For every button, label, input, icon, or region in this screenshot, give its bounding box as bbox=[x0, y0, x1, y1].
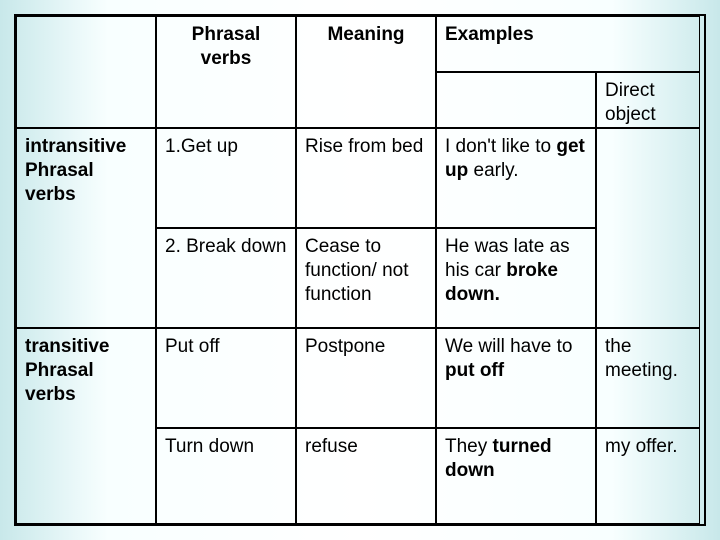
verb-putoff: Put off bbox=[156, 328, 296, 428]
slide: Phrasal verbs Meaning Examples Direct ob… bbox=[0, 0, 720, 540]
rowlabel-transitive-ext bbox=[16, 428, 156, 524]
meaning-turndown: refuse bbox=[296, 428, 436, 524]
meaning-breakdown: Cease to function/ not function bbox=[296, 228, 436, 328]
rowlabel-intransitive-ext bbox=[16, 228, 156, 328]
example-breakdown: He was late as his car broke down. bbox=[436, 228, 596, 328]
verb-turndown: Turn down bbox=[156, 428, 296, 524]
header-meaning: Meaning bbox=[296, 16, 436, 72]
header-phrasal-verbs: Phrasal verbs bbox=[156, 16, 296, 72]
example-turndown: They turned down bbox=[436, 428, 596, 524]
corner-cell bbox=[16, 16, 156, 72]
object-putoff: the meeting. bbox=[596, 328, 700, 428]
example-text: We will have to put off bbox=[445, 335, 587, 383]
verb-getup: 1.Get up bbox=[156, 128, 296, 228]
example-text: I don't like to get up early. bbox=[445, 135, 587, 183]
meaning-putoff: Postpone bbox=[296, 328, 436, 428]
header-direct-object: Direct object bbox=[596, 72, 700, 128]
phrasal-verbs-table: Phrasal verbs Meaning Examples Direct ob… bbox=[14, 14, 706, 526]
header-examples-ext bbox=[596, 16, 700, 72]
object-getup bbox=[596, 128, 700, 228]
header-meaning-ext bbox=[296, 72, 436, 128]
example-text: He was late as his car broke down. bbox=[445, 235, 587, 306]
object-turndown: my offer. bbox=[596, 428, 700, 524]
rowlabel-transitive: transitive Phrasal verbs bbox=[16, 328, 156, 428]
example-putoff: We will have to put off bbox=[436, 328, 596, 428]
header-phrasal-verbs-ext bbox=[156, 72, 296, 128]
header-examples: Examples bbox=[436, 16, 596, 72]
rowlabel-intransitive: intransitive Phrasal verbs bbox=[16, 128, 156, 228]
meaning-getup: Rise from bed bbox=[296, 128, 436, 228]
corner-cell-ext bbox=[16, 72, 156, 128]
example-text: They turned down bbox=[445, 435, 587, 483]
header-examples-sub bbox=[436, 72, 596, 128]
example-getup: I don't like to get up early. bbox=[436, 128, 596, 228]
object-breakdown bbox=[596, 228, 700, 328]
verb-breakdown: 2. Break down bbox=[156, 228, 296, 328]
